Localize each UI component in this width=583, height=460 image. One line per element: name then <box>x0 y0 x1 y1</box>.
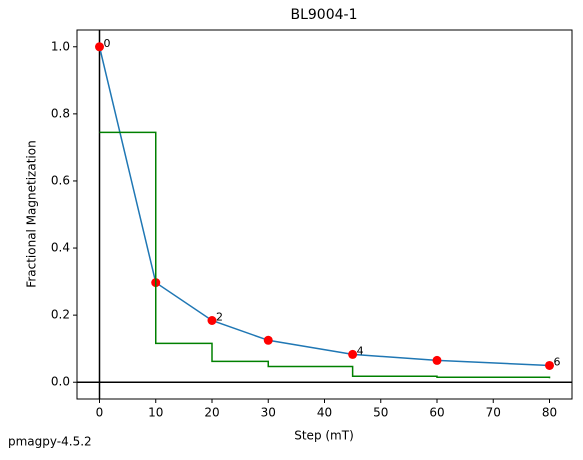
y-tick-label: 1.0 <box>51 39 70 53</box>
point <box>95 42 104 52</box>
point-label: 0 <box>104 37 111 50</box>
x-tick-label: 50 <box>373 406 388 420</box>
point-label: 6 <box>554 355 561 368</box>
series-line <box>99 131 551 379</box>
x-tick-label: 30 <box>261 406 276 420</box>
x-tick-label: 10 <box>148 406 163 420</box>
x-tick-label: 80 <box>542 406 557 420</box>
point-label: 2 <box>216 311 223 324</box>
plot-frame <box>76 29 573 400</box>
y-tick-label: 0.2 <box>51 308 70 322</box>
y-tick-label: 0.8 <box>51 106 70 120</box>
x-axis-label: Step (mT) <box>294 429 354 443</box>
point-label: 4 <box>357 344 364 357</box>
point <box>263 335 273 345</box>
y-axis-label: Fractional Magnetization <box>25 140 39 287</box>
x-tick-label: 60 <box>429 406 444 420</box>
point <box>207 316 217 326</box>
x-tick-label: 70 <box>486 406 501 420</box>
x-tick-label: 40 <box>317 406 332 420</box>
y-tick-label: 0.4 <box>51 241 70 255</box>
y-tick-label: 0.0 <box>51 375 70 389</box>
x-tick-label: 20 <box>204 406 219 420</box>
y-tick-label: 0.6 <box>51 173 70 187</box>
chart-title: BL9004-1 <box>291 7 358 23</box>
point <box>432 355 442 365</box>
point <box>348 349 358 359</box>
x-tick-label: 0 <box>96 406 104 420</box>
point <box>545 360 554 370</box>
series-line <box>98 46 550 367</box>
footer: pmagpy-4.5.2 <box>8 435 92 449</box>
